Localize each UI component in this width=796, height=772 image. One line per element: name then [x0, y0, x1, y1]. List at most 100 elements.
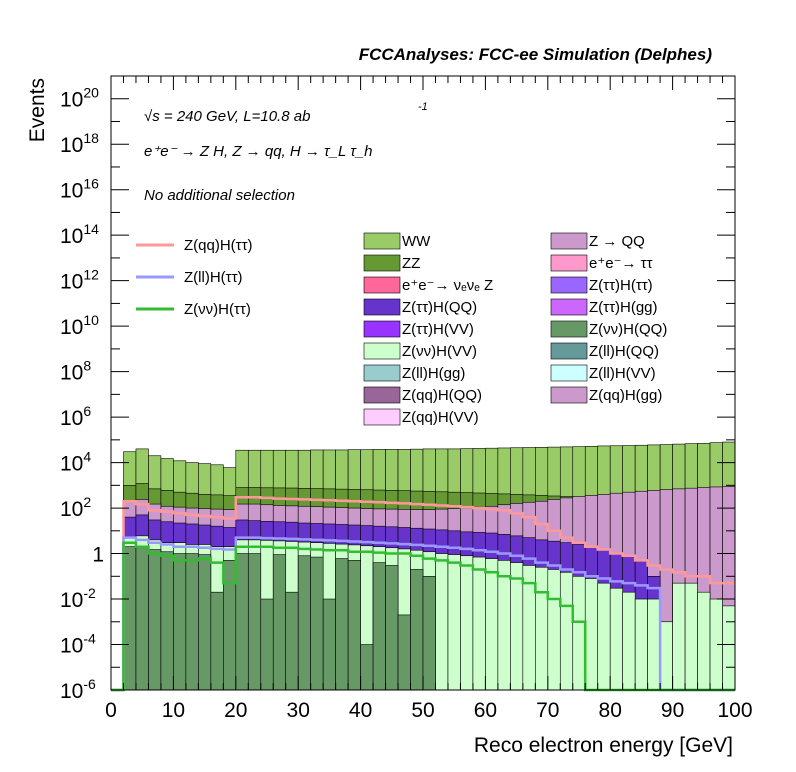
- bar-z-h-vv: [722, 605, 736, 691]
- y-tick-label: 1012: [60, 267, 99, 294]
- y-tick-label: 1014: [60, 221, 99, 248]
- bar-z-h-qq: [210, 591, 224, 691]
- bar-z-h-vv: [697, 591, 711, 691]
- legend-label: Z(ll)H(ττ): [184, 269, 243, 286]
- y-tick-label: 104: [60, 449, 91, 476]
- histogram-stack: [123, 441, 736, 691]
- legend-label: Z(ττ)H(ττ): [589, 277, 653, 294]
- x-axis-label: Reco electron energy [GeV]: [474, 734, 733, 757]
- bar-z-h-vv: [535, 566, 549, 691]
- bar-z-h-qq: [360, 644, 374, 691]
- legend-label: Z(qq)H(ττ): [184, 237, 253, 254]
- y-tick-label: 1: [92, 544, 104, 567]
- x-tick-label: 40: [349, 699, 372, 722]
- legend-label: Z(νν)H(ττ): [184, 301, 251, 318]
- y-tick-label: 106: [60, 403, 91, 430]
- bar-z-h-qq: [185, 553, 199, 691]
- legend-label: Z(ll)H(gg): [402, 365, 465, 382]
- legend-swatch: [363, 320, 401, 338]
- bar-z-h-vv: [435, 553, 449, 691]
- bar-z-h-vv: [609, 587, 623, 691]
- legend-label: Z(νν)H(VV): [402, 343, 477, 360]
- x-tick-label: 100: [717, 699, 752, 722]
- y-axis-label: Events: [26, 78, 49, 142]
- bar-z-h-vv: [647, 598, 661, 691]
- bar-z-h-qq: [410, 569, 424, 691]
- energy-annotation: √s = 240 GeV, L=10.8 ab: [144, 108, 310, 125]
- x-tick-label: 10: [162, 699, 185, 722]
- legend-label: Z(qq)H(QQ): [402, 387, 482, 404]
- legend-swatch: [550, 342, 588, 360]
- bar-z-h-vv: [497, 560, 511, 691]
- bar-z-h-qq: [272, 554, 287, 691]
- bar-z-h-vv: [559, 571, 574, 691]
- legend-label: Z(qq)H(VV): [402, 409, 479, 426]
- background-legend: WW Z → QQ ZZ e⁺e⁻→ ττ e⁺e⁻→ νₑνₑ Z Z(ττ)H(ττ)…: [363, 232, 667, 426]
- legend-swatch: [550, 364, 588, 382]
- bar-z-h-qq: [422, 575, 436, 691]
- bar-z-h-qq: [297, 555, 311, 691]
- bar-z-h-vv: [634, 598, 648, 691]
- chart-title: FCCAnalyses: FCC-ee Simulation (Delphes): [359, 45, 713, 64]
- y-tick-label: 10-2: [60, 585, 96, 612]
- bar-z-h-qq: [260, 598, 274, 691]
- x-tick-label: 30: [287, 699, 310, 722]
- legend-label: Z(ll)H(VV): [589, 365, 656, 382]
- y-tick-label: 1010: [60, 312, 99, 339]
- bar-z-h-vv: [684, 582, 698, 691]
- x-tick-label: 60: [474, 699, 497, 722]
- bar-z-h-qq: [247, 553, 262, 691]
- y-tick-label: 108: [60, 358, 91, 385]
- legend-label: Z(νν)H(QQ): [589, 321, 667, 338]
- x-axis: 0 10 20 30 40 50 60 70 80 90 100: [105, 76, 753, 722]
- legend-swatch: [363, 276, 401, 294]
- bar-z-h-vv: [659, 621, 673, 691]
- bar-z-h-vv: [510, 562, 524, 691]
- bar-z-h-vv: [622, 591, 636, 691]
- legend-label: Z(ττ)H(VV): [402, 321, 474, 338]
- x-tick-label: 0: [105, 699, 117, 722]
- legend-label: Z(ττ)H(QQ): [402, 299, 477, 316]
- legend-label: Z(ττ)H(gg): [589, 299, 658, 316]
- y-tick-label: 102: [60, 494, 91, 521]
- bar-z-h-qq: [310, 556, 324, 691]
- bar-z-h-qq: [235, 553, 249, 691]
- bar-z-h-qq: [160, 551, 174, 691]
- legend-label: e⁺e⁻→ ττ: [589, 255, 653, 272]
- x-tick-label: 70: [536, 699, 559, 722]
- legend-label: WW: [402, 233, 431, 250]
- x-tick-label: 20: [224, 699, 247, 722]
- signal-legend: Z(qq)H(ττ) Z(ll)H(ττ) Z(νν)H(ττ): [136, 237, 253, 318]
- bar-z-h-vv: [472, 556, 486, 691]
- legend-swatch: [550, 386, 588, 404]
- bar-z-h-qq: [123, 546, 137, 691]
- bar-z-h-vv: [547, 569, 561, 691]
- legend-swatch: [363, 408, 401, 426]
- bar-z-h-vv: [460, 555, 474, 691]
- signal-curves: [111, 495, 735, 692]
- signal-line-z-qq-h: [111, 495, 735, 692]
- legend-label: Z → QQ: [589, 233, 645, 250]
- legend-label: ZZ: [402, 255, 420, 272]
- legend-swatch: [363, 364, 401, 382]
- legend-swatch: [363, 342, 401, 360]
- y-tick-label: 1016: [60, 176, 99, 203]
- legend-swatch: [550, 276, 588, 294]
- signal-line-z-h: [111, 541, 735, 692]
- legend-label: Z(ll)H(QQ): [589, 343, 659, 360]
- bar-z-h-vv: [584, 578, 599, 691]
- bar-z-h-qq: [322, 598, 336, 691]
- bar-z-h-vv: [672, 582, 686, 691]
- x-tick-label: 80: [599, 699, 622, 722]
- legend-swatch: [363, 298, 401, 316]
- process-annotation: e⁺e⁻ → Z H, Z → qq, H → τ_L τ_h: [144, 143, 373, 160]
- bar-z-h-qq: [198, 554, 212, 691]
- y-tick-label: 10-4: [60, 631, 96, 658]
- bar-z-h-qq: [397, 614, 411, 691]
- bar-z-h-qq: [173, 553, 187, 691]
- legend-label: Z(qq)H(gg): [589, 387, 662, 404]
- legend-swatch: [550, 254, 588, 272]
- y-tick-label: 1018: [60, 130, 99, 157]
